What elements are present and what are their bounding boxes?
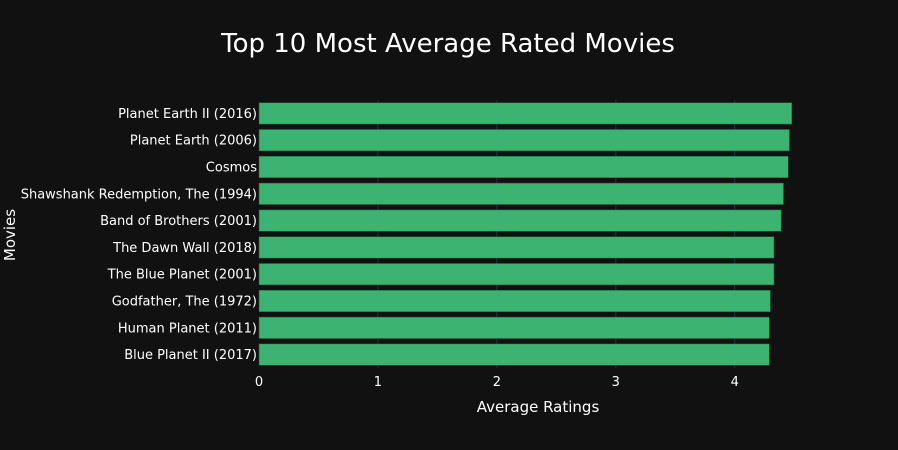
x-axis-title: Average Ratings (477, 398, 600, 416)
y-tick-label: Blue Planet II (2017) (124, 348, 257, 363)
bar (258, 263, 775, 286)
x-tick-label: 0 (255, 375, 263, 390)
y-tick-label: Godfather, The (1972) (112, 295, 257, 310)
bars (258, 102, 793, 366)
chart-title: Top 10 Most Average Rated Movies (220, 29, 675, 59)
y-tick-label: Human Planet (2011) (118, 321, 257, 336)
y-tick-label: Planet Earth II (2016) (118, 107, 257, 122)
y-tick-labels: Planet Earth II (2016) Planet Earth (2006… (21, 107, 258, 363)
y-tick-label: The Blue Planet (2001) (107, 268, 257, 283)
x-tick-label: 2 (493, 375, 501, 390)
bar (258, 209, 782, 232)
y-tick-label: Planet Earth (2006) (130, 134, 257, 149)
bar (258, 102, 793, 125)
bar (258, 182, 784, 205)
x-tick-label: 1 (374, 375, 382, 390)
y-tick-label: The Dawn Wall (2018) (112, 241, 257, 256)
x-tick-label: 4 (731, 375, 739, 390)
bar (258, 236, 775, 259)
bar (258, 156, 789, 178)
x-tick-label: 3 (612, 375, 620, 390)
x-tick-labels: 0 1 2 3 4 (255, 375, 739, 390)
bar (258, 316, 770, 339)
bar (258, 290, 771, 312)
y-tick-label: Cosmos (206, 161, 257, 176)
y-axis-title: Movies (1, 209, 19, 261)
bar (258, 129, 790, 152)
y-tick-label: Band of Brothers (2001) (100, 214, 257, 229)
y-tick-label: Shawshank Redemption, The (1994) (21, 187, 257, 202)
bar (258, 343, 770, 366)
